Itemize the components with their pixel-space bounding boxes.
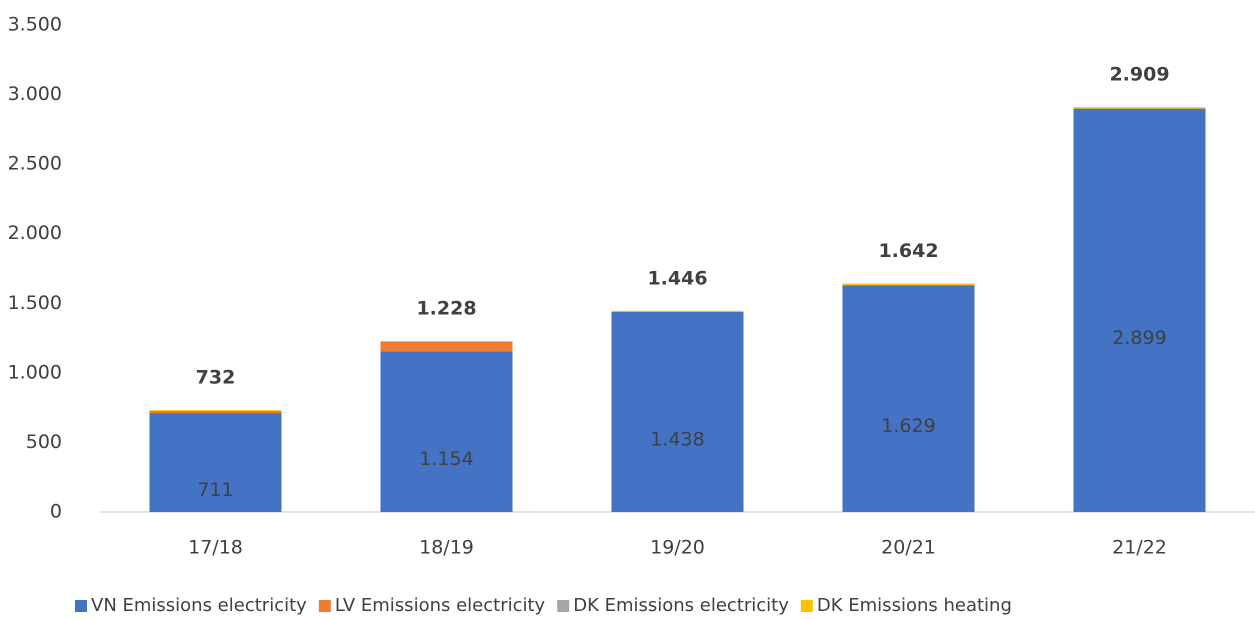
bar-segment: [380, 341, 513, 352]
total-label: 1.228: [416, 298, 476, 320]
total-label: 732: [196, 367, 236, 389]
x-tick-label: 20/21: [881, 537, 936, 559]
y-tick-label: 0: [50, 501, 62, 523]
bar-segment: [842, 285, 975, 512]
bar-segment: [842, 283, 975, 285]
legend-swatch: [75, 600, 87, 612]
y-tick-label: 3.000: [8, 83, 62, 105]
value-label: 1.629: [881, 415, 935, 437]
bar-segment: [611, 311, 744, 512]
total-label: 1.642: [878, 240, 938, 262]
x-tick-label: 21/22: [1112, 537, 1167, 559]
bar-segment: [611, 310, 744, 312]
bar-segment: [380, 341, 513, 342]
x-tick-label: 17/18: [188, 537, 243, 559]
y-tick-label: 2.500: [8, 153, 62, 175]
bar-segment: [1073, 107, 1206, 109]
y-tick-label: 2.000: [8, 222, 62, 244]
value-label: 1.438: [650, 428, 704, 450]
x-tick-label: 18/19: [419, 537, 474, 559]
bar-segment: [149, 410, 282, 411]
value-label: 1.154: [419, 448, 473, 470]
legend-swatch: [318, 600, 331, 612]
value-label: 2.899: [1112, 327, 1166, 349]
legend-label: VN Emissions electricity: [91, 595, 307, 616]
total-label: 2.909: [1109, 64, 1169, 86]
legend-label: DK Emissions heating: [817, 595, 1012, 616]
bar-segment: [1073, 108, 1206, 513]
bar-segment: [380, 351, 513, 512]
y-tick-label: 1.500: [8, 292, 62, 314]
y-tick-label: 500: [26, 431, 62, 453]
y-tick-label: 3.500: [8, 14, 62, 36]
legend-label: DK Emissions electricity: [573, 595, 789, 616]
bar-segment: [149, 410, 282, 414]
value-label: 711: [197, 479, 233, 501]
legend-swatch: [557, 600, 570, 612]
x-tick-label: 19/20: [650, 537, 705, 559]
total-label: 1.446: [647, 267, 707, 289]
bar-segment: [149, 413, 282, 512]
y-tick-label: 1.000: [8, 361, 62, 383]
legend-swatch: [800, 600, 813, 612]
legend-label: LV Emissions electricity: [335, 595, 546, 616]
